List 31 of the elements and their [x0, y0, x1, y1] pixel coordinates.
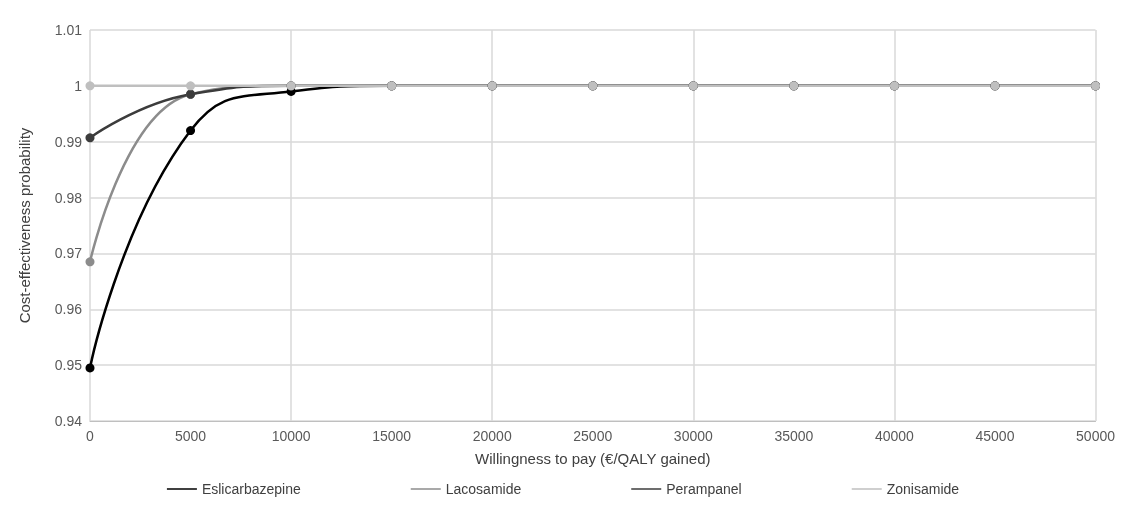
y-tick-label: 0.97: [54, 245, 83, 262]
x-tick-label: 25000: [573, 428, 613, 444]
legend-label: Lacosamide: [445, 481, 522, 497]
y-axis-title: Cost-effectiveness probability: [16, 127, 33, 324]
x-tick-label: 45000: [975, 428, 1015, 444]
x-tick-label: 0: [86, 428, 95, 444]
x-tick-label: 20000: [472, 428, 512, 444]
legend-label: Eslicarbazepine: [201, 481, 301, 497]
legend-label: Perampanel: [666, 481, 742, 497]
x-tick-label: 5000: [174, 428, 207, 444]
y-tick-label: 1.01: [54, 22, 83, 38]
x-tick-label: 30000: [673, 428, 713, 444]
point: [85, 257, 95, 267]
y-tick-label: 0.96: [54, 301, 83, 318]
y-tick-label: 0.99: [54, 133, 83, 150]
point: [85, 363, 95, 373]
y-tick-label: 0.98: [54, 189, 83, 206]
x-tick-label: 40000: [874, 428, 915, 444]
point: [85, 81, 95, 91]
y-tick-label: 1: [74, 77, 83, 94]
x-tick-label: 50000: [1076, 428, 1116, 444]
x-tick-label: 10000: [271, 428, 311, 444]
point: [85, 133, 95, 143]
x-tick-label: 15000: [372, 428, 412, 444]
point: [186, 81, 196, 91]
y-tick-label: 0.95: [54, 357, 83, 374]
x-tick-label: 35000: [774, 428, 814, 444]
legend-label: Zonisamide: [886, 481, 960, 497]
point: [186, 126, 196, 136]
x-axis-title: Willingness to pay (€/QALY gained): [475, 450, 711, 467]
y-tick-label: 0.94: [54, 413, 83, 429]
